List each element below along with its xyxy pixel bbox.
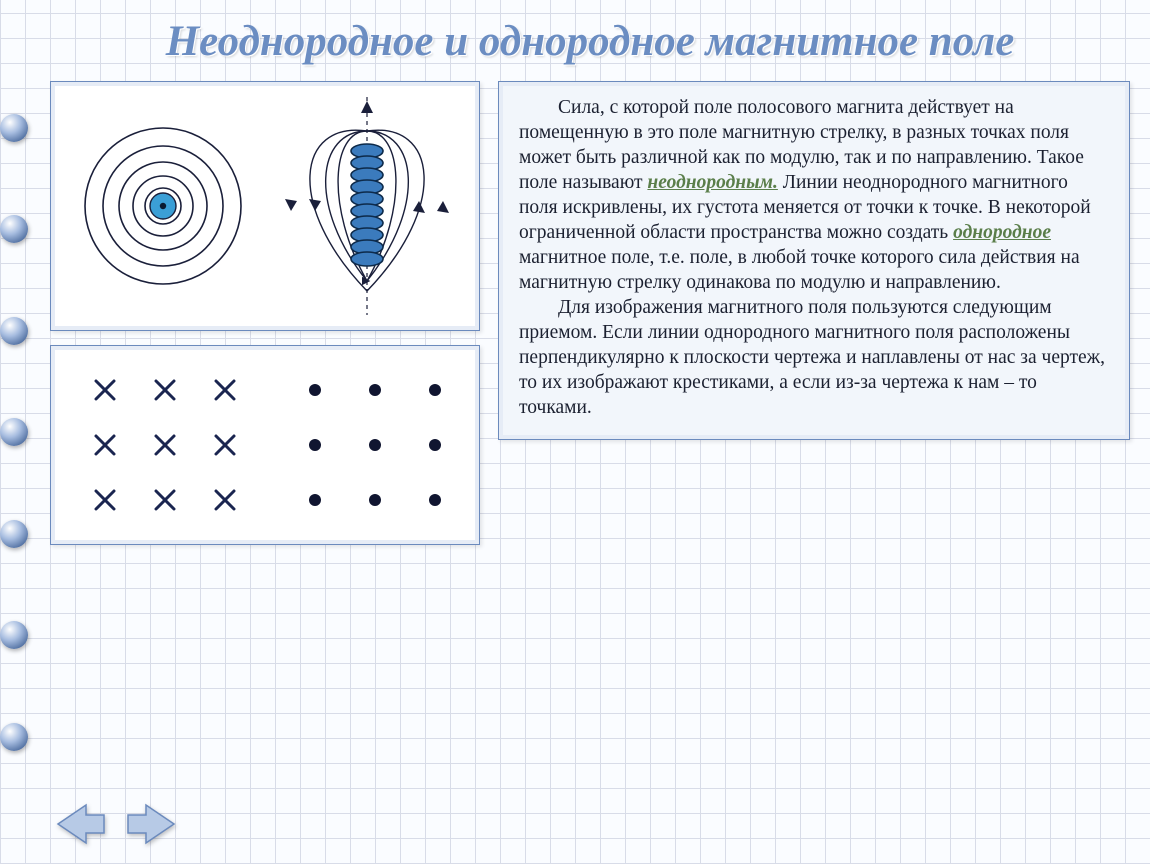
keyword-uniform: однородное — [953, 222, 1051, 243]
prev-button[interactable] — [55, 802, 107, 846]
slide-title: Неоднородное и однородное магнитное поле — [50, 10, 1130, 81]
binder-rings — [0, 0, 40, 864]
next-button[interactable] — [125, 802, 177, 846]
ring — [0, 317, 28, 345]
paragraph-1: Сила, с которой поле полосового магнита … — [519, 96, 1109, 296]
field-into-out-icon — [65, 355, 465, 535]
slide-content: Неоднородное и однородное магнитное поле — [50, 10, 1130, 545]
ring — [0, 520, 28, 548]
p1-part3: магнитное поле, т.е. поле, в любой точке… — [519, 247, 1080, 293]
concentric-field-icon — [73, 116, 253, 296]
arrow-right-icon — [126, 803, 176, 845]
ring — [0, 723, 28, 751]
paragraph-2: Для изображения магнитного поля пользуют… — [519, 296, 1109, 421]
left-column — [50, 81, 480, 545]
figure-uniform-symbols — [50, 345, 480, 545]
ring — [0, 215, 28, 243]
solenoid-field-icon — [277, 91, 457, 321]
nav-controls — [55, 802, 177, 846]
ring — [0, 621, 28, 649]
right-column: Сила, с которой поле полосового магнита … — [498, 81, 1130, 545]
ring — [0, 114, 28, 142]
keyword-nonuniform: неоднородным. — [647, 172, 777, 193]
arrow-left-icon — [56, 803, 106, 845]
text-panel: Сила, с которой поле полосового магнита … — [498, 81, 1130, 439]
ring — [0, 418, 28, 446]
figure-nonuniform-fields — [50, 81, 480, 331]
